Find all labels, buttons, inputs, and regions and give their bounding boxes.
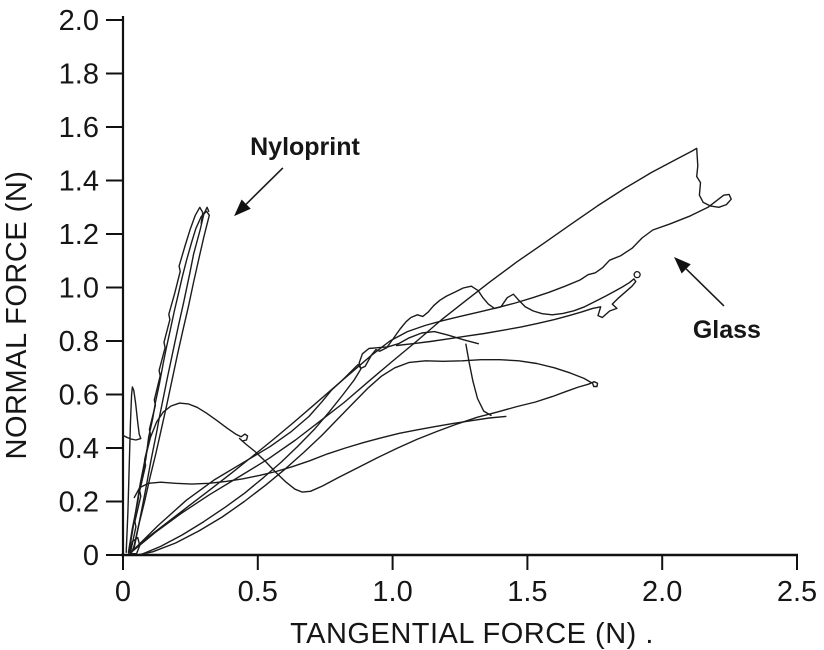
loop-tip-marker — [633, 271, 641, 279]
y-tick-label: 1.8 — [59, 59, 99, 91]
y-tick-label: 1.6 — [59, 112, 99, 144]
y-tick-label: 2.0 — [59, 5, 99, 37]
y-tick-label: 1.0 — [59, 273, 99, 305]
glass-arrowhead-icon — [674, 257, 691, 274]
glass-trace — [465, 343, 492, 417]
glass-arrow-line — [685, 268, 725, 307]
glass-trace — [142, 330, 479, 555]
x-tick-label: 2.5 — [777, 576, 817, 608]
nyloprint-trace — [128, 536, 141, 555]
curve-annotations: Nyloprint Glass — [234, 133, 761, 344]
data-curves — [122, 147, 732, 556]
y-tick-label: 0.2 — [59, 487, 99, 519]
nyloprint-arrowhead-icon — [234, 199, 251, 217]
x-axis-ticks: 0 0.5 1.0 1.5 2.0 2.5 — [115, 556, 817, 608]
nyloprint-trace — [133, 206, 210, 551]
x-tick-label: 1.0 — [372, 576, 412, 608]
nyloprint-trace — [127, 210, 210, 553]
y-axis-title: NORMAL FORCE (N) — [1, 171, 33, 460]
glass-trace — [130, 147, 732, 553]
y-tick-label: 0.4 — [59, 433, 99, 465]
y-tick-label: 1.2 — [59, 219, 99, 251]
x-tick-label: 2.0 — [642, 576, 682, 608]
nyloprint-label: Nyloprint — [250, 133, 360, 161]
y-tick-label: 1.4 — [59, 166, 99, 198]
y-tick-label: 0.8 — [59, 326, 99, 358]
y-tick-label: 0 — [83, 540, 99, 572]
nyloprint-arrow-line — [245, 167, 284, 205]
glass-trace — [129, 278, 637, 554]
y-axis-ticks: 0 0.2 0.4 0.6 0.8 1.0 1.2 1.4 1.6 1.8 2.0 — [59, 5, 122, 572]
x-tick-label: 0 — [115, 576, 131, 608]
glass-trace — [133, 415, 507, 499]
x-tick-label: 1.5 — [507, 576, 547, 608]
x-axis-title: TANGENTIAL FORCE (N) . — [290, 618, 654, 650]
y-tick-label: 0.6 — [59, 380, 99, 412]
glass-label: Glass — [693, 316, 761, 344]
nyloprint-trace — [122, 386, 142, 553]
glass-trace — [128, 359, 599, 556]
x-tick-label: 0.5 — [238, 576, 278, 608]
